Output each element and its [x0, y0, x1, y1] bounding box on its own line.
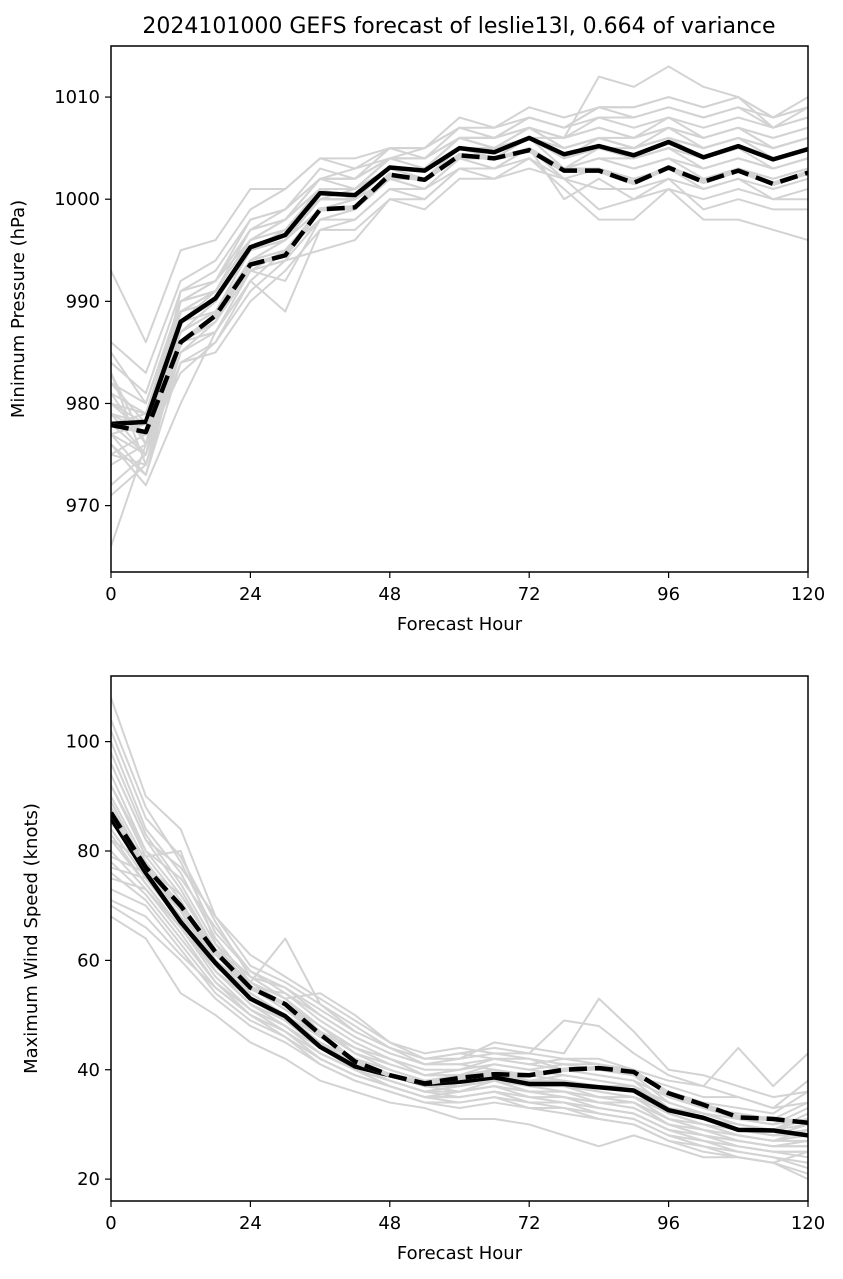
- wind-lines: [111, 697, 808, 1181]
- ensemble-member-line: [111, 915, 808, 1164]
- x-tick-label: 96: [657, 1213, 680, 1234]
- y-tick-label: 60: [77, 950, 100, 971]
- x-tick-label: 0: [105, 584, 116, 605]
- x-axis-label: Forecast Hour: [397, 614, 523, 635]
- y-tick-label: 40: [77, 1060, 100, 1081]
- ensemble-member-line: [111, 888, 808, 1175]
- ensemble-member-line: [111, 904, 808, 1181]
- axes-frame: [110, 45, 809, 573]
- wind-panel: 0 24 48 72 96 120 20 40 60 80 100 Forecast Hour Maxi…: [21, 675, 825, 1264]
- y-tick-label: 1010: [54, 87, 100, 108]
- ensemble-member-line: [111, 763, 808, 1131]
- y-tick-label: 100: [66, 732, 100, 753]
- y-axis-label: Minimum Pressure (hPa): [8, 200, 29, 418]
- x-tick-label: 24: [239, 1213, 262, 1234]
- x-tick-label: 0: [105, 1213, 116, 1234]
- reconstruction-line: [111, 147, 808, 435]
- ensemble-member-line: [111, 697, 808, 1088]
- axes-frame: [110, 675, 809, 1202]
- x-tick-label: 96: [657, 584, 680, 605]
- y-tick-label: 980: [66, 393, 100, 414]
- y-axis-label: Maximum Wind Speed (knots): [21, 803, 42, 1074]
- ensemble-mean-line: [111, 816, 808, 1138]
- ensemble-member-line: [111, 147, 808, 456]
- pressure-panel: 0 24 48 72 96 120 970 980 990 1000 1010 Forecast Ho…: [8, 45, 825, 635]
- ensemble-member-line: [111, 784, 808, 1099]
- chart-title: 2024101000 GEFS forecast of leslie13l, 0…: [142, 14, 775, 39]
- x-axis-label: Forecast Hour: [397, 1243, 523, 1264]
- pressure-lines: [111, 65, 808, 547]
- x-tick-label: 24: [239, 584, 262, 605]
- y-tick-label: 970: [66, 496, 100, 517]
- ensemble-member-line: [111, 834, 808, 1148]
- y-tick-label: 80: [77, 841, 100, 862]
- x-tick-label: 48: [378, 1213, 401, 1234]
- ensemble-member-line: [111, 167, 808, 456]
- x-tick-label: 72: [518, 584, 541, 605]
- y-tick-label: 990: [66, 291, 100, 312]
- ensemble-member-line: [111, 822, 808, 1126]
- ensemble-member-line: [111, 763, 808, 1110]
- x-tick-label: 120: [791, 584, 825, 605]
- x-tick-label: 48: [378, 584, 401, 605]
- ensemble-mean-line: [111, 135, 808, 427]
- y-tick-label: 1000: [54, 189, 100, 210]
- ensemble-member-line: [111, 126, 808, 425]
- ensemble-member-line: [111, 899, 808, 1153]
- reconstruction-line: [111, 811, 808, 1126]
- x-tick-label: 72: [518, 1213, 541, 1234]
- ensemble-member-line: [111, 157, 808, 446]
- y-tick-label: 20: [77, 1169, 100, 1190]
- x-tick-label: 120: [791, 1213, 825, 1234]
